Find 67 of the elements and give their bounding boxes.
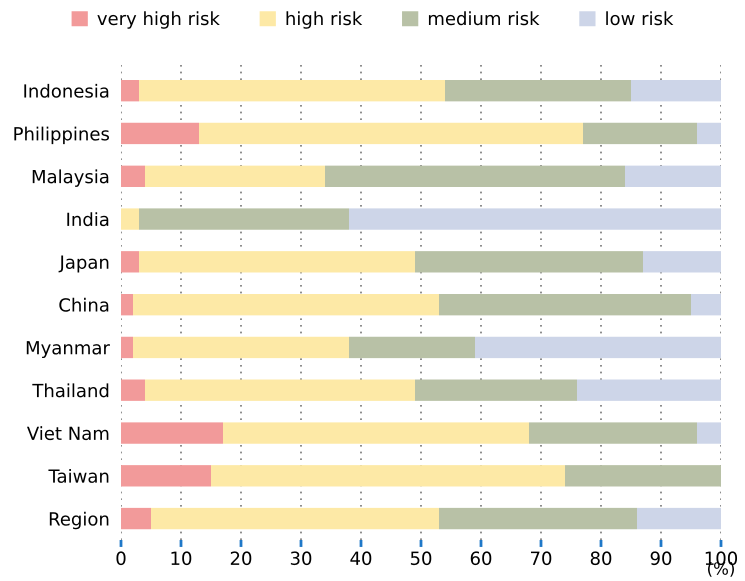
bar	[199, 122, 583, 144]
bar	[577, 380, 721, 401]
bar	[139, 80, 445, 102]
bar	[325, 166, 625, 187]
bar	[415, 380, 577, 401]
bar	[121, 380, 145, 401]
bar	[211, 465, 565, 487]
x-tick-label: 90	[650, 551, 672, 566]
bar	[415, 251, 643, 273]
bar	[121, 465, 211, 487]
bar	[151, 508, 439, 530]
bar	[121, 294, 133, 316]
bar	[121, 122, 199, 144]
bar	[637, 508, 721, 530]
bar	[139, 251, 415, 273]
bar	[121, 208, 139, 230]
y-tick-label: Thailand	[32, 383, 108, 398]
x-tick-label: 70	[530, 551, 552, 566]
bar	[529, 422, 697, 444]
bar	[583, 122, 697, 144]
bar	[349, 336, 475, 358]
bar	[643, 251, 721, 273]
legend-label: high risk	[286, 11, 362, 29]
bar	[121, 508, 151, 530]
x-tick-label: 30	[290, 551, 312, 566]
y-tick-label: Indonesia	[24, 84, 108, 98]
bar	[439, 508, 637, 530]
bar	[625, 166, 721, 187]
bar	[697, 122, 721, 144]
y-tick-label: China	[59, 298, 108, 312]
legend-label: medium risk	[428, 11, 540, 26]
x-tick-label: 50	[410, 551, 432, 566]
y-tick-label: Philippines	[14, 126, 110, 144]
y-tick-label: Region	[50, 512, 108, 530]
legend-label: low risk	[606, 11, 674, 26]
bar	[691, 294, 721, 316]
x-tick-label: 60	[470, 551, 492, 566]
bar	[121, 80, 139, 102]
bar	[475, 336, 721, 358]
bar	[145, 380, 415, 401]
x-tick-label: 80	[590, 551, 612, 566]
bar	[133, 336, 349, 358]
y-tick-label: Taiwan	[48, 468, 108, 483]
y-tick-label: Myanmar	[26, 341, 110, 358]
bar	[565, 465, 721, 487]
bar	[445, 80, 631, 102]
bar	[133, 294, 439, 316]
y-tick-label: Japan	[58, 256, 108, 272]
bar	[121, 422, 223, 444]
bar	[439, 294, 691, 316]
x-tick-label: 20	[230, 551, 252, 566]
bar	[139, 208, 349, 230]
bar	[631, 80, 721, 102]
x-tick-label: 10	[171, 551, 192, 566]
y-tick-label: India	[67, 212, 108, 226]
y-tick-label: Malaysia	[32, 169, 108, 187]
legend-label: very high risk	[97, 11, 220, 29]
x-tick-label: 40	[350, 551, 372, 566]
y-tick-label: Viet Nam	[26, 426, 108, 440]
bar	[121, 166, 145, 187]
bar	[121, 336, 133, 358]
x-tick-label: 0	[116, 551, 126, 566]
bar	[349, 208, 721, 230]
bar	[121, 251, 139, 273]
bar	[145, 166, 325, 187]
bar	[223, 422, 529, 444]
bar	[697, 422, 721, 444]
